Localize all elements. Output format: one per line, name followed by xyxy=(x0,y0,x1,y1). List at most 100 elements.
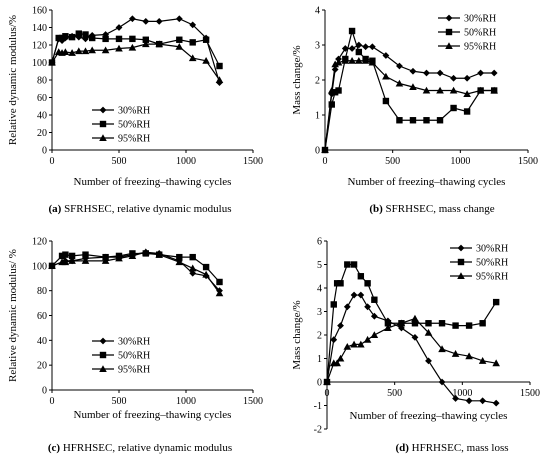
data-point xyxy=(382,97,390,105)
data-point xyxy=(452,322,459,329)
data-point xyxy=(202,56,210,64)
legend-marker xyxy=(99,365,107,373)
series-30%RH xyxy=(321,41,498,154)
y-axis-label: Relative dynamic modulus/% xyxy=(7,15,19,145)
data-point xyxy=(331,89,339,96)
data-point xyxy=(81,47,90,55)
data-point xyxy=(463,90,471,98)
data-point xyxy=(68,257,76,264)
series-line xyxy=(51,43,220,81)
data-point xyxy=(335,87,342,94)
x-tick-label: 1000 xyxy=(176,156,196,167)
y-tick-label: 0 xyxy=(317,378,322,389)
data-point xyxy=(334,58,343,66)
x-tick-label: 1000 xyxy=(450,156,470,167)
data-point xyxy=(128,43,137,51)
y-tick-label: 1 xyxy=(317,354,322,365)
data-point xyxy=(328,101,335,108)
data-point xyxy=(175,258,184,266)
y-tick-label: 20 xyxy=(37,128,47,139)
data-point xyxy=(348,45,356,52)
data-point xyxy=(355,56,363,64)
caption-text: SFRHSEC, mass change xyxy=(383,203,495,215)
data-point xyxy=(323,378,331,386)
data-point xyxy=(330,336,338,344)
y-tick-label: 120 xyxy=(32,41,47,52)
x-tick-label: 500 xyxy=(385,156,400,167)
x-tick-label: 500 xyxy=(112,156,127,167)
data-point xyxy=(368,43,376,51)
data-point xyxy=(450,104,457,112)
y-tick-label: 100 xyxy=(32,261,47,272)
data-point xyxy=(115,24,123,31)
data-point xyxy=(424,328,433,336)
data-point xyxy=(142,17,150,25)
data-point xyxy=(115,35,123,43)
data-point xyxy=(396,117,403,124)
data-point xyxy=(331,66,339,73)
data-point xyxy=(479,397,487,405)
data-point xyxy=(382,52,390,59)
data-point xyxy=(449,86,458,94)
data-point xyxy=(364,280,371,287)
legend-marker xyxy=(99,337,107,345)
legend: 30%RH 50%RH 95%RH xyxy=(92,337,150,376)
data-point xyxy=(463,74,471,82)
data-point xyxy=(75,47,83,55)
caption-letter: (b) xyxy=(369,203,383,215)
data-point xyxy=(371,296,378,303)
data-point xyxy=(438,320,446,327)
data-point xyxy=(422,86,431,94)
y-tick-label: 4 xyxy=(317,284,322,295)
data-point xyxy=(176,253,183,261)
data-point xyxy=(216,62,223,70)
legend-label: 95%RH xyxy=(118,365,150,376)
data-point xyxy=(364,303,371,311)
panel-caption: (b) SFRHSEC, mass change xyxy=(369,203,494,215)
legend-label: 30%RH xyxy=(476,244,508,255)
data-point xyxy=(395,79,404,87)
data-point xyxy=(463,108,471,115)
data-point xyxy=(357,273,365,280)
legend-marker xyxy=(445,28,453,36)
caption-letter: (c) xyxy=(48,442,61,454)
data-point xyxy=(333,359,341,367)
legend: 30%RH 50%RH 95%RH xyxy=(450,244,508,283)
data-point xyxy=(490,86,498,94)
data-point xyxy=(479,320,486,327)
data-point xyxy=(409,117,417,124)
data-point xyxy=(350,340,358,348)
y-axis-label: Mass change/% xyxy=(291,300,303,369)
data-point xyxy=(327,86,336,94)
legend-label: 95%RH xyxy=(476,272,508,283)
x-tick-label: 1500 xyxy=(518,156,538,167)
data-point xyxy=(476,86,485,94)
legend: 30%RH 50%RH 95%RH xyxy=(92,106,150,145)
series-95%RH xyxy=(323,314,500,386)
data-point xyxy=(355,48,363,56)
data-point xyxy=(425,320,432,327)
data-point xyxy=(344,261,351,268)
data-point xyxy=(216,278,223,286)
data-point xyxy=(343,342,352,350)
data-point xyxy=(189,39,196,46)
data-point xyxy=(68,49,76,56)
data-point xyxy=(357,340,365,348)
y-tick-label: 100 xyxy=(32,58,47,69)
data-point xyxy=(409,67,417,75)
data-point xyxy=(336,354,345,362)
data-point xyxy=(142,248,150,256)
data-point xyxy=(82,251,89,258)
data-point xyxy=(382,72,390,80)
data-point xyxy=(337,280,344,287)
data-point xyxy=(333,280,341,287)
x-tick-label: 0 xyxy=(50,396,55,407)
data-point xyxy=(202,36,210,43)
data-point xyxy=(438,345,446,353)
data-point xyxy=(189,269,197,277)
data-point xyxy=(348,56,356,64)
data-point xyxy=(370,312,378,320)
data-point xyxy=(450,74,457,82)
series-30%RH xyxy=(48,15,223,87)
